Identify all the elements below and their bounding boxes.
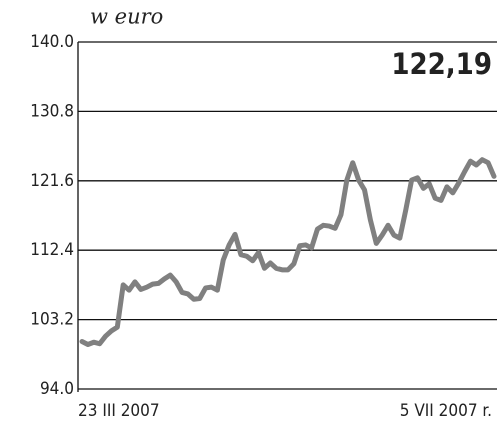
x-tick-label: 23 III 2007 <box>78 401 160 421</box>
y-tick-label: 140.0 <box>30 32 74 52</box>
y-tick-label: 112.4 <box>30 240 74 260</box>
y-tick-label: 130.8 <box>30 101 74 121</box>
y-tick-label: 121.6 <box>30 171 74 191</box>
annotation: 122,19 <box>391 47 492 81</box>
y-tick-label: 94.0 <box>40 379 74 399</box>
y-tick-label: 103.2 <box>30 310 74 330</box>
chart-title: w euro <box>90 5 163 29</box>
data-line <box>79 157 497 347</box>
x-tick-label: 5 VII 2007 r. <box>400 401 492 421</box>
